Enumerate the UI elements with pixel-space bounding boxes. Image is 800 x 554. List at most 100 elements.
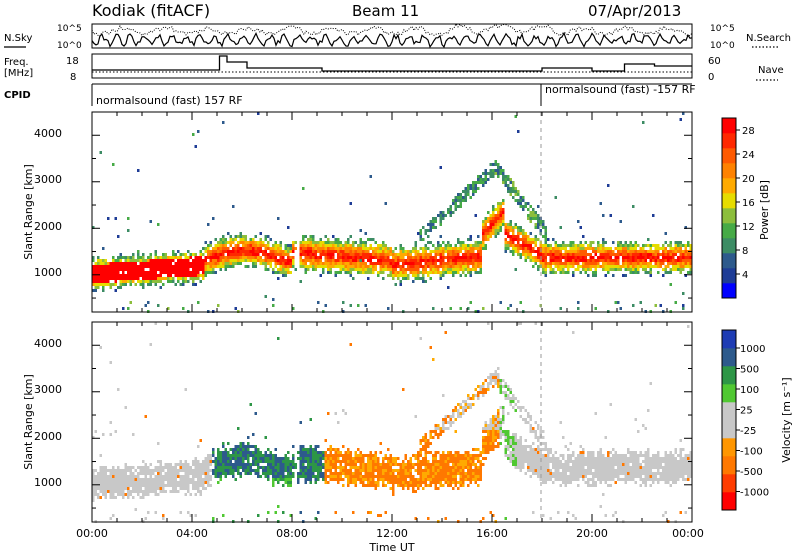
heatmap-cell [607, 184, 610, 187]
heatmap-cell [232, 259, 235, 262]
heatmap-cell [427, 466, 430, 469]
heatmap-cell [99, 280, 102, 283]
heatmap-cell [352, 262, 355, 265]
heatmap-cell [462, 463, 465, 466]
heatmap-cell [649, 253, 652, 256]
heatmap-cell [257, 448, 260, 451]
heatmap-cell [432, 220, 435, 223]
heatmap-cell [219, 250, 222, 253]
heatmap-cell [289, 256, 292, 259]
heatmap-cell [517, 439, 520, 442]
heatmap-cell [179, 259, 182, 262]
heatmap-cell [542, 259, 545, 262]
heatmap-cell [617, 259, 620, 262]
heatmap-cell [282, 274, 285, 277]
heatmap-cell [504, 178, 507, 181]
heatmap-cell [532, 259, 535, 262]
nave-tick-bottom: 0 [708, 72, 714, 83]
heatmap-cell [159, 490, 162, 493]
heatmap-cell [304, 250, 307, 253]
heatmap-cell [102, 274, 105, 277]
heatmap-cell [639, 247, 642, 250]
heatmap-cell [402, 256, 405, 259]
heatmap-cell [602, 268, 605, 271]
heatmap-cell [487, 178, 490, 181]
heatmap-cell [414, 415, 417, 418]
heatmap-cell [589, 478, 592, 481]
heatmap-cell [534, 322, 537, 325]
heatmap-cell [522, 457, 525, 460]
heatmap-cell [487, 445, 490, 448]
heatmap-cell [412, 247, 415, 250]
heatmap-cell [679, 256, 682, 259]
heatmap-cell [424, 463, 427, 466]
heatmap-cell [407, 463, 410, 466]
heatmap-cell [244, 445, 247, 448]
heatmap-cell [172, 475, 175, 478]
heatmap-cell [497, 211, 500, 214]
heatmap-cell [627, 247, 630, 250]
heatmap-cell [137, 250, 140, 253]
heatmap-cell [464, 259, 467, 262]
heatmap-cell [114, 487, 117, 490]
heatmap-cell [472, 190, 475, 193]
heatmap-cell [384, 475, 387, 478]
heatmap-cell [337, 265, 340, 268]
heatmap-cell [457, 469, 460, 472]
heatmap-cell [362, 268, 365, 271]
heatmap-cell [199, 262, 202, 265]
heatmap-cell [457, 265, 460, 268]
heatmap-cell [424, 448, 427, 451]
heatmap-cell [169, 274, 172, 277]
heatmap-cell [177, 472, 180, 475]
heatmap-cell [349, 265, 352, 268]
heatmap-cell [312, 235, 315, 238]
heatmap-cell [497, 433, 500, 436]
heatmap-cell [327, 412, 330, 415]
heatmap-cell [367, 460, 370, 463]
heatmap-cell [379, 250, 382, 253]
heatmap-cell [324, 481, 327, 484]
heatmap-cell [584, 481, 587, 484]
heatmap-cell [152, 469, 155, 472]
heatmap-cell [554, 253, 557, 256]
heatmap-cell [507, 457, 510, 460]
heatmap-cell [597, 265, 600, 268]
heatmap-cell [577, 259, 580, 262]
heatmap-cell [217, 463, 220, 466]
heatmap-cell [444, 268, 447, 271]
heatmap-cell [654, 262, 657, 265]
heatmap-cell [109, 265, 112, 268]
heatmap-cell [222, 241, 225, 244]
heatmap-cell [92, 436, 95, 439]
heatmap-cell [442, 451, 445, 454]
heatmap-cell [307, 463, 310, 466]
heatmap-cell [417, 472, 420, 475]
heatmap-cell [552, 457, 555, 460]
heatmap-cell [579, 469, 582, 472]
heatmap-cell [394, 259, 397, 262]
heatmap-cell [149, 253, 152, 256]
heatmap-cell [94, 475, 97, 478]
heatmap-cell [434, 424, 437, 427]
heatmap-cell [347, 463, 350, 466]
heatmap-cell [129, 265, 132, 268]
heatmap-cell [174, 472, 177, 475]
heatmap-cell [462, 484, 465, 487]
heatmap-cell [472, 460, 475, 463]
heatmap-cell [242, 442, 245, 445]
heatmap-cell [322, 466, 325, 469]
heatmap-cell [542, 475, 545, 478]
heatmap-cell [397, 478, 400, 481]
heatmap-cell [559, 484, 562, 487]
heatmap-cell [384, 265, 387, 268]
heatmap-cell [457, 241, 460, 244]
heatmap-cell [539, 469, 542, 472]
heatmap-cell [319, 253, 322, 256]
heatmap-cell [479, 385, 482, 388]
heatmap-cell [619, 307, 622, 310]
heatmap-cell [174, 478, 177, 481]
heatmap-cell [454, 250, 457, 253]
heatmap-cell [224, 262, 227, 265]
heatmap-cell [319, 451, 322, 454]
